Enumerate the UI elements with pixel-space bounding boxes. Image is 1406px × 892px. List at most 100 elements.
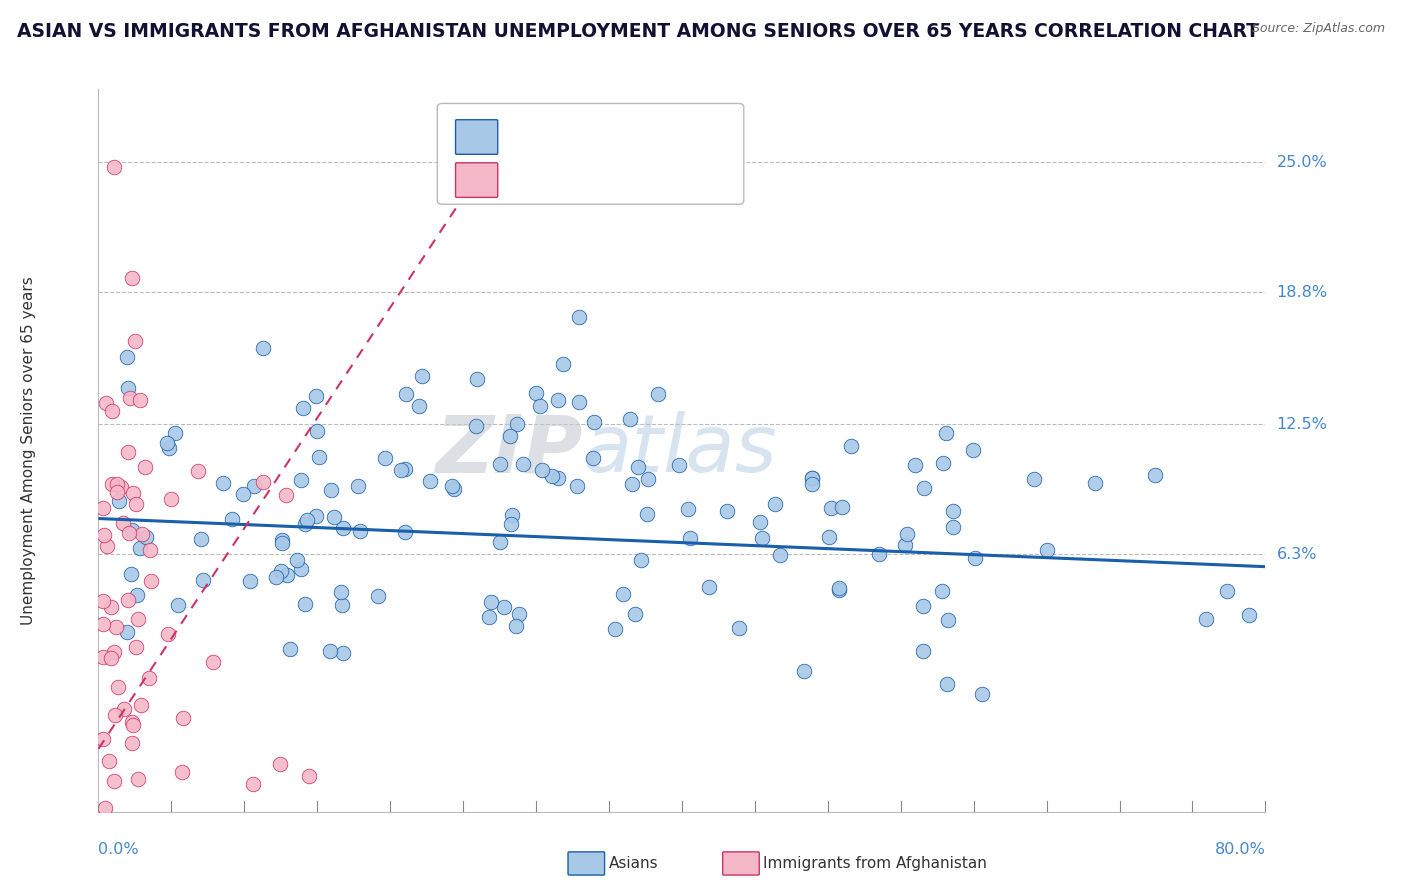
Point <box>122 486 145 500</box>
Point <box>121 717 143 731</box>
Point <box>524 386 547 401</box>
Point <box>138 671 160 685</box>
Point <box>697 580 720 594</box>
Point <box>728 621 751 635</box>
Point <box>479 595 502 609</box>
Point <box>936 613 959 627</box>
Point <box>679 531 702 545</box>
Point <box>962 442 984 457</box>
Point <box>103 645 125 659</box>
Point <box>931 583 953 598</box>
Point <box>529 399 551 413</box>
Point <box>103 773 125 788</box>
Point <box>499 429 522 443</box>
Text: Source: ZipAtlas.com: Source: ZipAtlas.com <box>1251 22 1385 36</box>
Point <box>201 655 224 669</box>
Point <box>801 470 824 484</box>
Point <box>131 526 153 541</box>
Point <box>91 650 114 665</box>
Point <box>465 418 488 433</box>
Point <box>624 607 647 621</box>
Point <box>935 426 957 441</box>
Point <box>141 574 163 589</box>
Point <box>127 588 149 602</box>
Point <box>942 504 965 518</box>
Point <box>160 491 183 506</box>
Point <box>292 401 315 415</box>
Point <box>307 424 329 438</box>
Text: R =: R = <box>506 171 543 189</box>
Point <box>941 519 963 533</box>
Point <box>367 589 389 603</box>
Point <box>91 616 114 631</box>
Point <box>252 475 274 489</box>
Point <box>505 417 527 431</box>
Point <box>716 504 738 518</box>
Point <box>647 387 669 401</box>
Point <box>408 399 430 413</box>
Point <box>127 772 149 786</box>
Point <box>97 754 120 768</box>
Point <box>91 731 114 746</box>
Point <box>440 479 463 493</box>
Point <box>319 644 342 658</box>
Point <box>501 508 523 522</box>
Point <box>903 458 925 472</box>
Point <box>346 479 368 493</box>
Point <box>127 611 149 625</box>
Point <box>963 550 986 565</box>
Point <box>135 530 157 544</box>
Point <box>100 651 122 665</box>
Point <box>290 562 312 576</box>
Point <box>305 389 328 403</box>
Point <box>271 536 294 550</box>
Point <box>157 627 180 641</box>
Text: 25.0%: 25.0% <box>1277 155 1327 170</box>
Point <box>111 516 134 530</box>
Point <box>239 574 262 589</box>
Point <box>304 509 326 524</box>
Text: Asians: Asians <box>609 856 658 871</box>
Point <box>1144 467 1167 482</box>
Point <box>308 450 330 464</box>
Text: ZIP: ZIP <box>436 411 582 490</box>
Point <box>298 769 321 783</box>
Point <box>630 553 652 567</box>
Point <box>488 457 510 471</box>
Point <box>121 523 143 537</box>
Point <box>793 665 815 679</box>
Point <box>294 516 316 531</box>
Point <box>748 515 770 529</box>
Point <box>172 711 194 725</box>
Point <box>1036 542 1059 557</box>
Point <box>107 493 129 508</box>
Point <box>769 548 792 562</box>
Point <box>443 483 465 497</box>
Text: 57: 57 <box>655 171 685 189</box>
Point <box>911 644 934 658</box>
Point <box>190 533 212 547</box>
Point <box>894 538 917 552</box>
Point <box>96 539 118 553</box>
Point <box>1237 608 1260 623</box>
Point <box>828 583 851 598</box>
Point <box>581 451 603 466</box>
Point <box>187 464 209 478</box>
Point <box>467 372 489 386</box>
Point <box>121 270 143 285</box>
Point <box>242 777 264 791</box>
Point <box>242 479 264 493</box>
Point <box>191 573 214 587</box>
Point <box>828 582 851 596</box>
Point <box>121 714 143 729</box>
Point <box>541 468 564 483</box>
Point <box>505 618 527 632</box>
Point <box>582 415 605 429</box>
Point <box>91 594 114 608</box>
Point <box>125 640 148 654</box>
Point <box>800 476 823 491</box>
Point <box>232 487 254 501</box>
Point <box>330 598 353 612</box>
Point <box>637 472 659 486</box>
Point <box>1024 472 1046 486</box>
